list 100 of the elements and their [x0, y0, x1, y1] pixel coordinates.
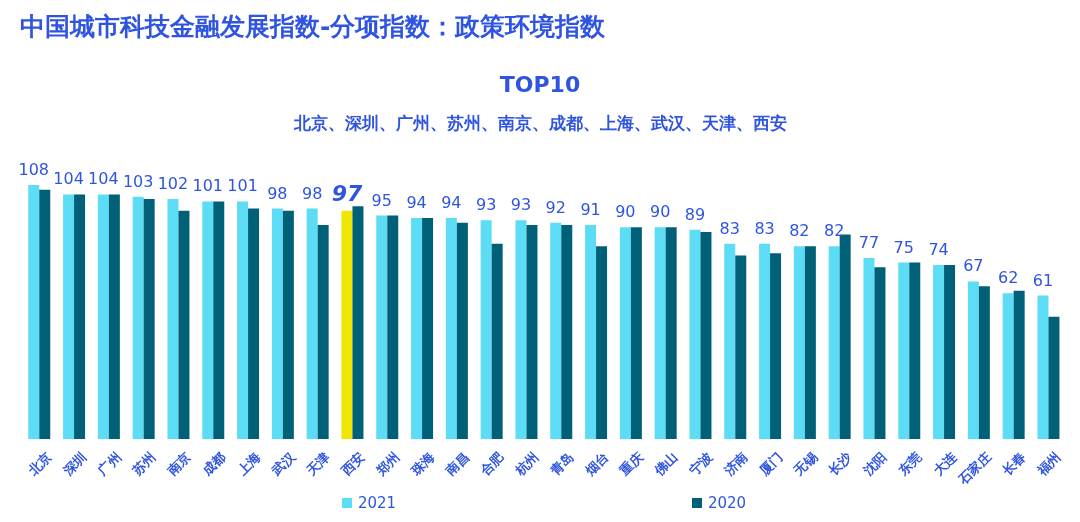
x-tick-label: 青岛 — [546, 449, 577, 479]
bar — [724, 243, 736, 439]
data-label: 74 — [928, 239, 949, 259]
bar — [1013, 290, 1025, 439]
data-label: 90 — [649, 202, 671, 222]
x-tick-label: 沈阳 — [859, 449, 890, 479]
x-tick-label: 福州 — [1033, 449, 1064, 479]
bar — [97, 194, 109, 439]
data-label: 95 — [371, 190, 392, 210]
bar — [526, 224, 538, 439]
bar — [863, 257, 875, 439]
bar — [39, 189, 51, 439]
data-label: 102 — [157, 174, 189, 194]
data-label: 97 — [331, 180, 363, 206]
data-label: 93 — [510, 195, 532, 215]
data-label: 61 — [1032, 270, 1054, 290]
bar — [480, 220, 492, 439]
bar — [874, 267, 886, 439]
bar — [74, 194, 86, 439]
x-tick-label: 长春 — [999, 449, 1029, 479]
bar — [167, 199, 179, 439]
data-label: 82 — [789, 221, 810, 241]
bar — [596, 246, 608, 439]
bar — [630, 227, 642, 439]
data-label: 104 — [53, 169, 84, 189]
data-label: 89 — [684, 204, 706, 224]
x-tick-label: 烟台 — [581, 449, 612, 479]
x-tick-label: 厦门 — [755, 449, 786, 479]
x-tick-label: 苏州 — [129, 449, 159, 479]
bar — [317, 224, 329, 439]
bar — [248, 208, 260, 439]
bar — [445, 217, 457, 439]
chart-subtitle: TOP10 — [498, 72, 582, 97]
bar — [341, 210, 353, 439]
x-tick-label: 重庆 — [616, 449, 646, 479]
bar — [515, 220, 527, 439]
x-tick-label: 无锡 — [790, 449, 820, 479]
bar — [978, 286, 990, 439]
data-label: 104 — [88, 169, 119, 189]
bar — [108, 194, 120, 439]
x-tick-label: 长沙 — [825, 448, 856, 479]
bar — [491, 243, 503, 439]
x-tick-label: 南昌 — [442, 449, 472, 479]
x-tick-label: 合肥 — [477, 448, 508, 479]
bar — [619, 227, 631, 439]
bar — [28, 185, 40, 439]
x-tick-label: 珠海 — [407, 449, 438, 479]
bar — [665, 227, 677, 439]
data-label: 83 — [719, 218, 740, 238]
data-label: 90 — [615, 202, 636, 222]
data-label: 103 — [122, 171, 154, 191]
bar — [376, 215, 388, 439]
bar — [793, 246, 805, 439]
x-tick-label: 宁波 — [686, 448, 717, 479]
bar — [735, 255, 747, 439]
x-tick-label: 杭州 — [511, 449, 542, 479]
bar — [1002, 293, 1014, 439]
data-label: 94 — [441, 192, 462, 212]
data-label: 101 — [192, 176, 224, 196]
bar — [1037, 295, 1049, 439]
x-tick-label: 天津 — [303, 449, 333, 479]
legend-label: 2021 — [356, 494, 397, 512]
bar — [63, 194, 75, 439]
bar — [967, 281, 979, 439]
bar — [213, 201, 225, 439]
data-label: 67 — [963, 256, 984, 276]
bar — [700, 232, 712, 439]
bar — [352, 206, 364, 439]
data-label: 98 — [301, 183, 323, 203]
x-tick-label: 郑州 — [372, 449, 403, 479]
data-label: 98 — [267, 183, 288, 203]
chart-title: 中国城市科技金融发展指数-分项指数：政策环境指数 — [20, 11, 606, 43]
x-tick-label: 济南 — [720, 449, 751, 479]
x-tick-label: 佛山 — [651, 449, 681, 479]
data-label: 94 — [406, 192, 427, 212]
bar — [654, 227, 666, 439]
bar — [282, 210, 294, 439]
bar — [422, 217, 434, 439]
x-tick-label: 上海 — [233, 449, 264, 479]
bar — [839, 234, 851, 439]
bar — [178, 210, 190, 439]
bar — [1048, 316, 1060, 439]
bar — [132, 196, 144, 439]
bar — [411, 217, 423, 439]
data-label: 92 — [545, 197, 566, 217]
bar — [585, 224, 597, 439]
bar — [143, 199, 155, 439]
bar — [770, 253, 782, 439]
x-tick-label: 西安 — [337, 449, 368, 479]
bar — [387, 215, 399, 439]
bar — [561, 224, 573, 439]
bar — [828, 246, 840, 439]
data-label: 82 — [823, 221, 845, 241]
data-label: 93 — [475, 195, 497, 215]
bar — [306, 208, 318, 439]
data-label: 83 — [754, 218, 775, 238]
x-tick-label: 深圳 — [59, 449, 90, 479]
x-tick-label: 北京 — [24, 449, 55, 479]
bar — [804, 246, 816, 439]
bar — [909, 262, 921, 439]
